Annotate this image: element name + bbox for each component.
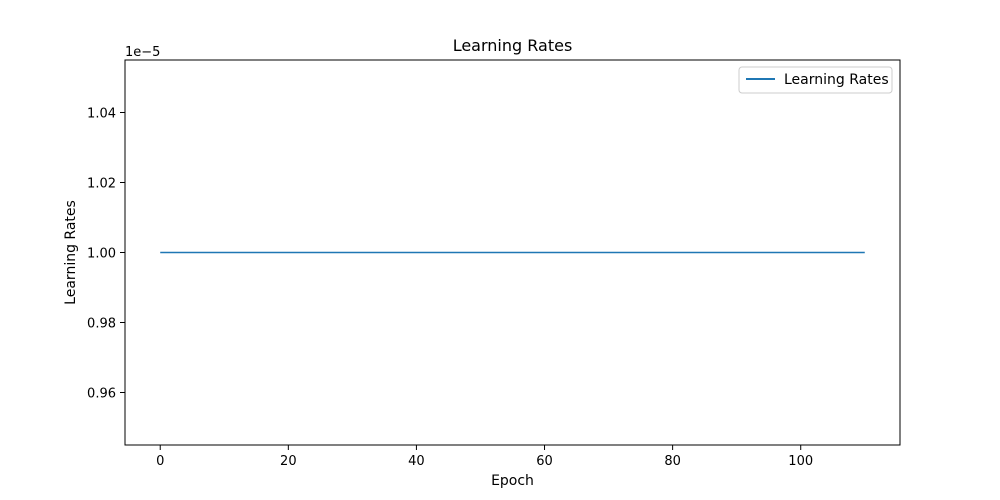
x-tick-label: 80 bbox=[664, 454, 681, 469]
x-axis-label: Epoch bbox=[491, 473, 534, 489]
y-tick-label: 0.98 bbox=[87, 317, 116, 332]
legend: Learning Rates bbox=[738, 66, 893, 94]
axis-ticks: 0 20 40 60 80 100 0.96 0.98 1.00 1.02 1.04 bbox=[87, 107, 813, 470]
y-axis-label: Learning Rates bbox=[63, 200, 79, 305]
y-tick-label: 1.00 bbox=[87, 247, 116, 262]
legend-box bbox=[738, 66, 893, 94]
y-axis-offset-text: 1e−5 bbox=[125, 45, 160, 60]
y-tick-label: 1.02 bbox=[87, 177, 116, 192]
plot-frame bbox=[124, 59, 901, 446]
x-tick-label: 20 bbox=[280, 454, 297, 469]
chart-title: Learning Rates bbox=[453, 36, 573, 55]
x-tick-label: 40 bbox=[408, 454, 425, 469]
y-tick-label: 0.96 bbox=[87, 387, 116, 402]
x-tick-label: 100 bbox=[788, 454, 813, 469]
x-tick-label: 60 bbox=[536, 454, 553, 469]
y-tick-label: 1.04 bbox=[87, 107, 116, 122]
legend-label-learning-rates: Learning Rates bbox=[784, 72, 889, 88]
x-tick-label: 0 bbox=[156, 454, 164, 469]
